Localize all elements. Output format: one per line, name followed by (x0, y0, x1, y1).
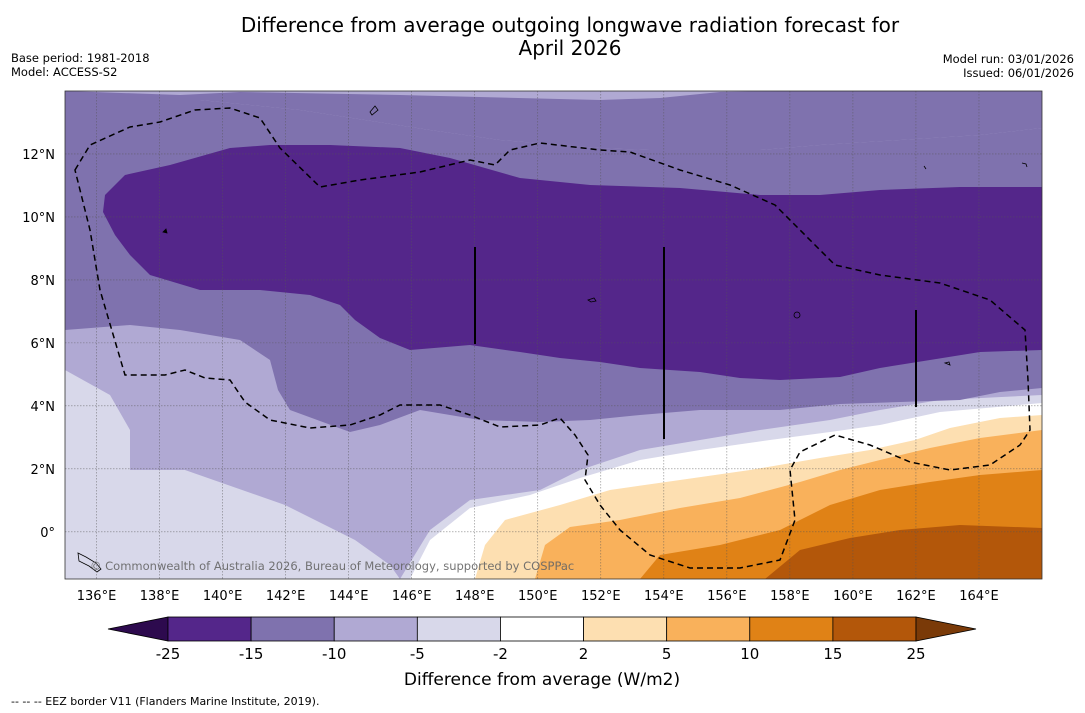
colorbar-bin (500, 616, 584, 642)
colorbar-below-triangle (107, 616, 169, 642)
colorbar-bin (749, 616, 834, 642)
colorbar-tick-label: -2 (493, 645, 508, 663)
colorbar-tick-label: -5 (410, 645, 425, 663)
lon-tick-label: 158°E (770, 589, 810, 604)
colorbar-tick-label: 5 (662, 645, 672, 663)
band-minus-5-west (65, 370, 400, 579)
colorbar-bin (832, 616, 917, 642)
islands (77, 105, 1028, 573)
lon-tick-label: 136°E (77, 589, 117, 604)
colorbar-bin (416, 616, 501, 642)
colorbar-tick-label: -10 (322, 645, 347, 663)
lon-tick-label: 154°E (644, 589, 684, 604)
colorbar-tick-label: 10 (740, 645, 759, 663)
colorbar: -25 -15 -10 -5 -2 2 5 10 15 25 Difference from av… (107, 616, 977, 690)
lon-tick-label: 160°E (833, 589, 873, 604)
lon-tick-label: 142°E (266, 589, 306, 604)
model-run: Model run: 03/01/2026 (942, 52, 1074, 66)
base-period: Base period: 1981-2018 (11, 51, 150, 65)
lon-tick-label: 148°E (455, 589, 495, 604)
lon-tick-label: 138°E (140, 589, 180, 604)
colorbar-bins (167, 616, 917, 642)
lon-tick-label: 144°E (329, 589, 369, 604)
lon-axis-labels: 136°E 138°E 140°E 142°E 144°E 146°E 148°E 150°E… (77, 589, 999, 604)
lat-tick-label: 8°N (31, 274, 56, 289)
title-line-1: Difference from average outgoing longwav… (240, 13, 900, 37)
lon-tick-label: 146°E (392, 589, 432, 604)
colorbar-tick-label: -25 (156, 645, 181, 663)
lon-tick-label: 150°E (518, 589, 558, 604)
colorbar-tick-label: -15 (239, 645, 264, 663)
eez-border-legend: -- -- -- EEZ border V11 (Flanders Marine… (11, 695, 320, 708)
vertical-markers (474, 247, 917, 439)
colorbar-tick-label: 25 (906, 645, 925, 663)
model-name: Model: ACCESS-S2 (11, 65, 118, 79)
colorbar-bin (250, 616, 335, 642)
model-run-info: Model run: 03/01/2026 Issued: 06/01/2026 (943, 52, 1074, 80)
lon-tick-label: 164°E (959, 589, 999, 604)
colorbar-tick-labels: -25 -15 -10 -5 -2 2 5 10 15 25 (156, 645, 926, 663)
map-panel: © Commonwealth of Australia 2026, Bureau… (22, 90, 1043, 604)
lat-tick-label: 10°N (22, 211, 55, 226)
band-minus-10 (65, 91, 1042, 150)
lat-tick-label: 4°N (31, 400, 56, 415)
colorbar-bin (333, 616, 418, 642)
base-period-info: Base period: 1981-2018 Model: ACCESS-S2 (11, 51, 150, 79)
colorbar-tick-label: 15 (823, 645, 842, 663)
eez-border-west (74, 107, 1031, 569)
map-frame (64, 90, 1043, 580)
lon-tick-label: 156°E (707, 589, 747, 604)
copyright-text: © Commonwealth of Australia 2026, Bureau… (90, 559, 574, 573)
colorbar-tick-label: 2 (579, 645, 589, 663)
lat-axis-labels: 12°N 10°N 8°N 6°N 4°N 2°N 0° (22, 148, 55, 541)
lat-tick-label: 0° (40, 526, 55, 541)
title-line-2: April 2026 (518, 36, 622, 60)
issued-date: Issued: 06/01/2026 (963, 66, 1074, 80)
lat-tick-label: 6°N (31, 337, 56, 352)
colorbar-bin (583, 616, 668, 642)
lat-tick-label: 12°N (22, 148, 55, 163)
colorbar-bin (666, 616, 751, 642)
chart-title: Difference from average outgoing longwav… (0, 14, 1085, 60)
colorbar-bin (167, 616, 252, 642)
lat-tick-label: 2°N (31, 463, 56, 478)
anomaly-contours (65, 91, 1042, 579)
colorbar-above-triangle (915, 616, 977, 642)
lon-tick-label: 162°E (896, 589, 936, 604)
lon-tick-label: 140°E (203, 589, 243, 604)
band-plus-15-25 (765, 525, 1042, 579)
band-minus-15-25 (103, 145, 1042, 380)
lon-tick-label: 152°E (581, 589, 621, 604)
colorbar-title: Difference from average (W/m2) (404, 670, 680, 690)
